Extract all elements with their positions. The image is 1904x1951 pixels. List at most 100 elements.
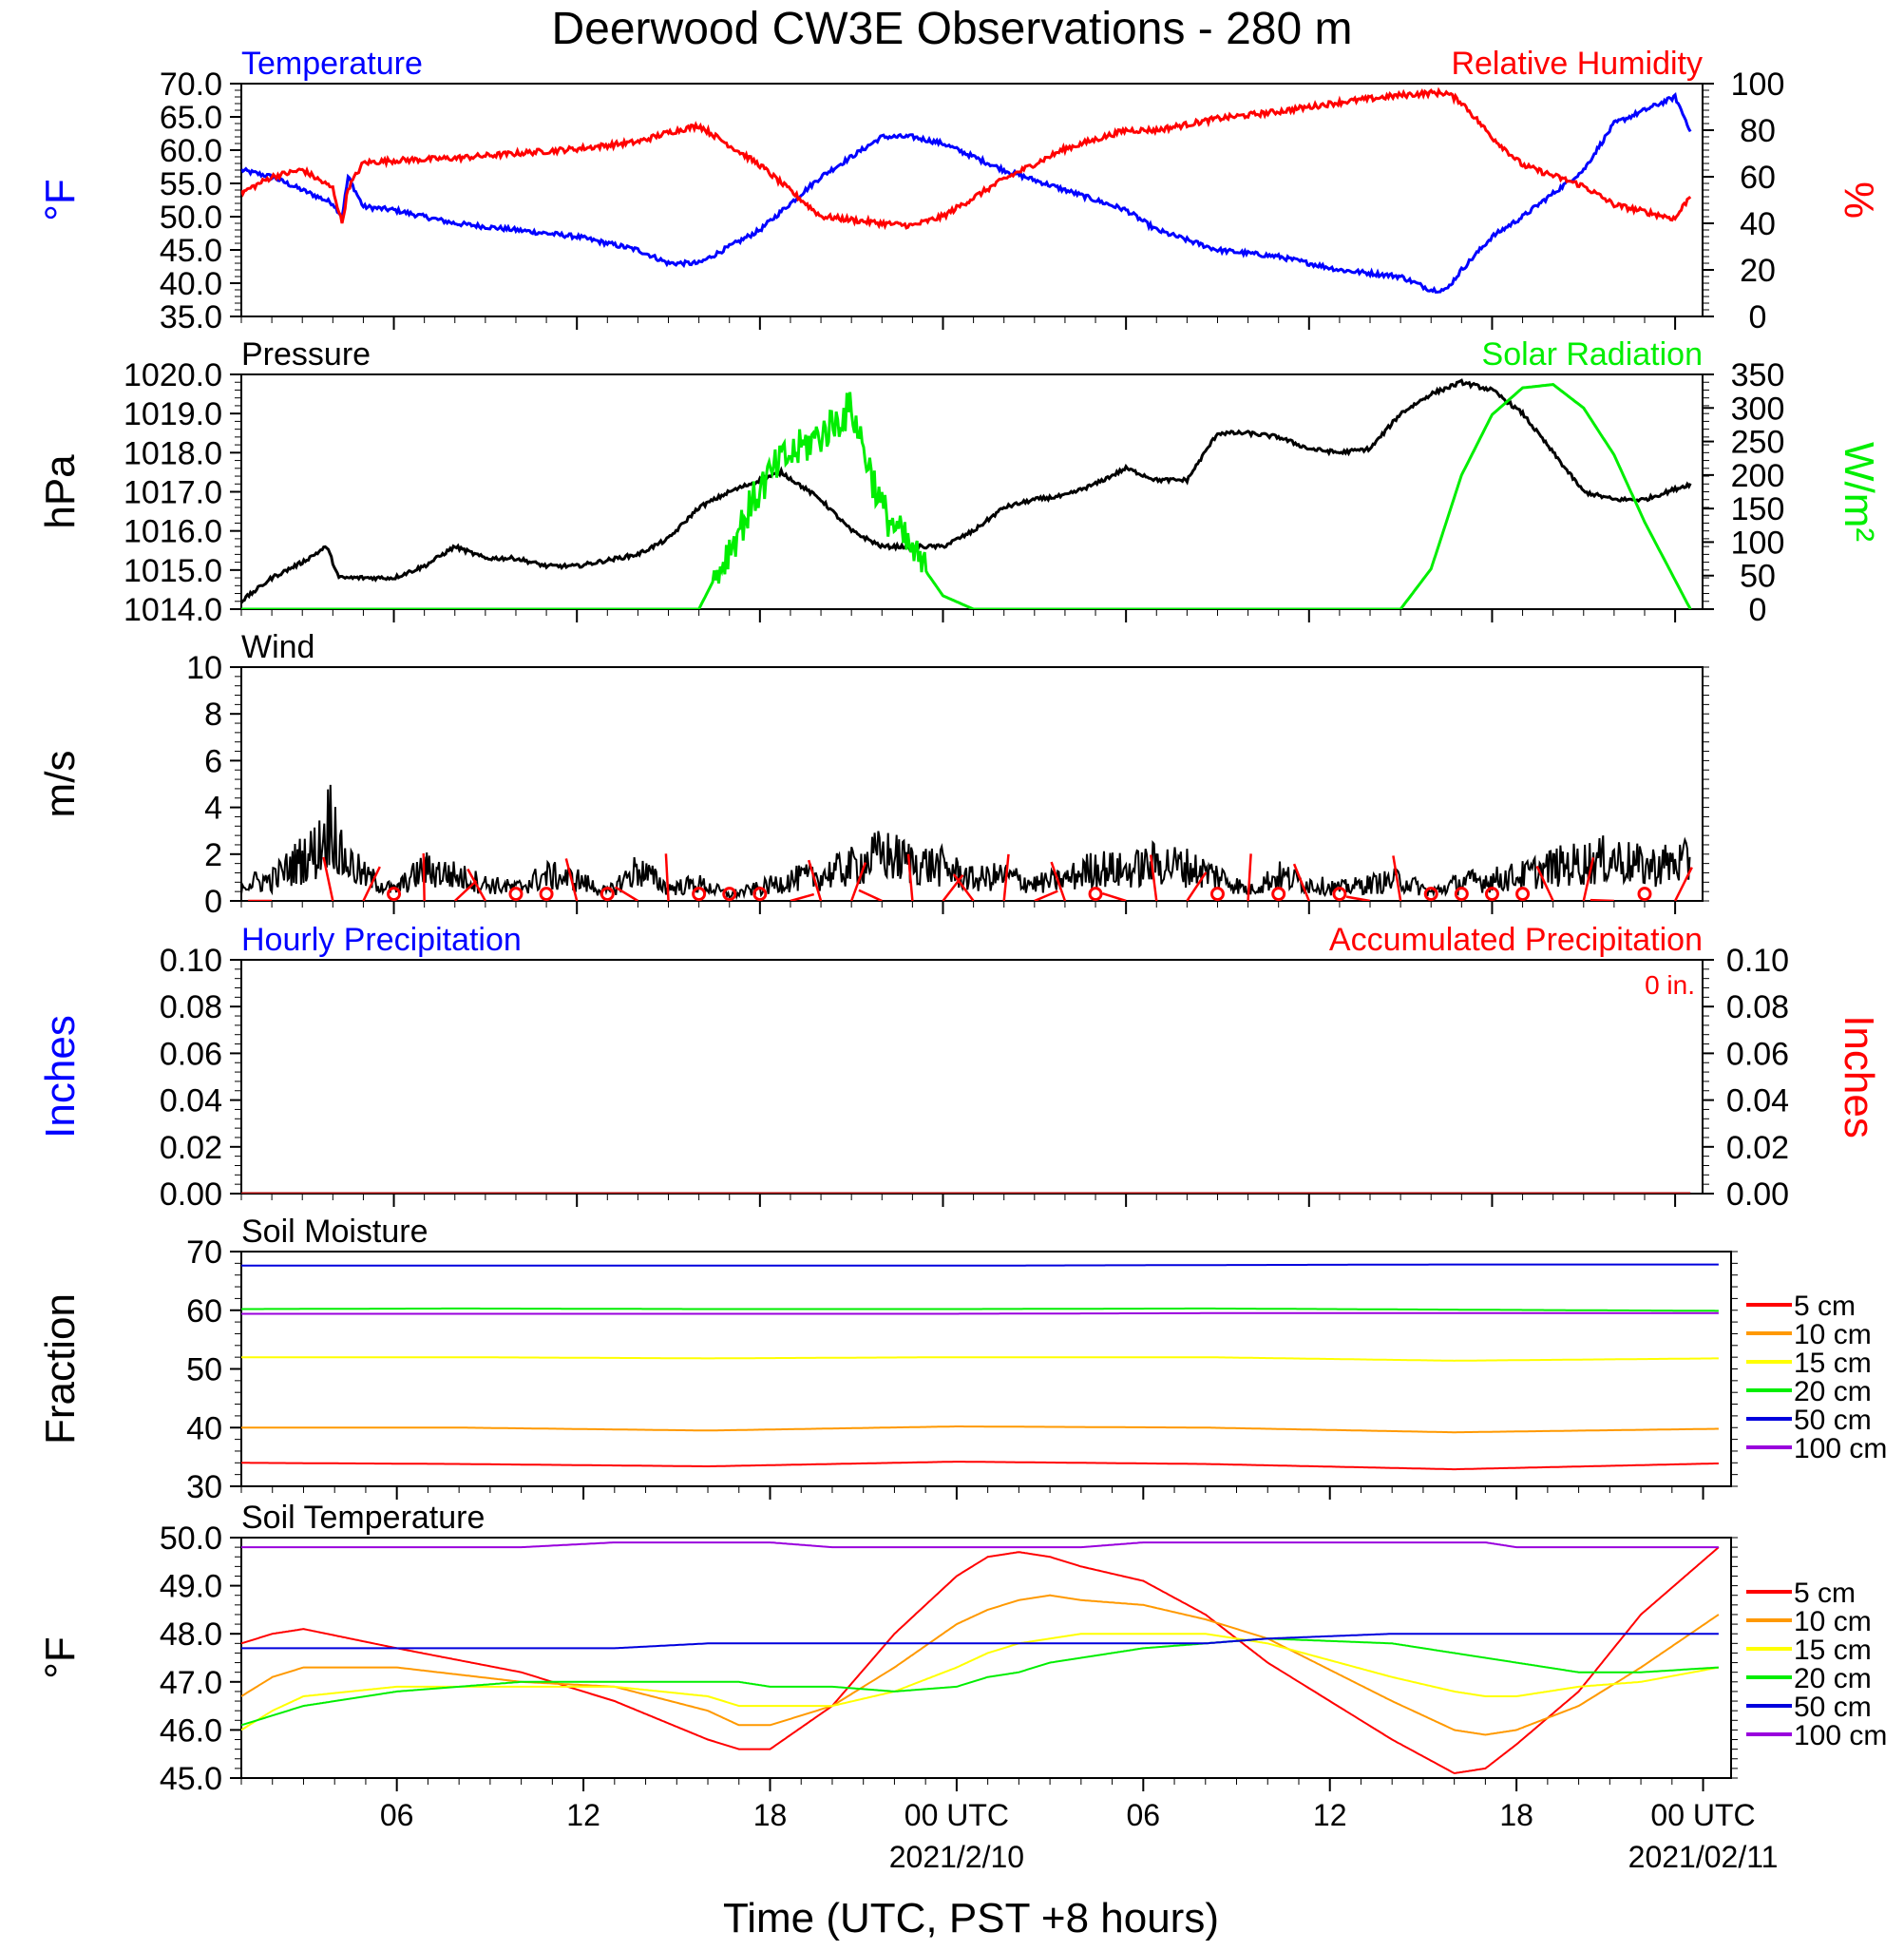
legend-label: 20 cm (1794, 1663, 1872, 1694)
calm-marker (752, 887, 768, 902)
y-tick-label: 0.02 (160, 1130, 222, 1166)
y-right-tick-label: 0 (1749, 592, 1767, 628)
y-right-tick-label: 20 (1740, 253, 1776, 289)
y-right-tick-label: 0 (1749, 299, 1767, 335)
y-tick-label: 48.0 (160, 1616, 222, 1653)
y-tick-label: 46.0 (160, 1712, 222, 1749)
y-tick-label: 0 (204, 884, 222, 920)
series-line-100-cm (241, 1311, 1719, 1315)
panel-title-left: Wind (241, 629, 314, 665)
series-line-10-cm (241, 1594, 1720, 1736)
y-tick-label: 47.0 (160, 1665, 222, 1701)
y-tick-label: 50.0 (160, 200, 222, 236)
series-layer (241, 784, 1693, 901)
y-tick-label: 60.0 (160, 133, 222, 169)
y-tick-label: 1015.0 (124, 553, 222, 589)
calm-marker (1484, 887, 1499, 902)
legend-label: 10 cm (1794, 1319, 1872, 1350)
wind-barb (1050, 861, 1067, 901)
y-right-tick-label: 0.02 (1726, 1130, 1789, 1166)
y-tick-label: 6 (204, 743, 222, 779)
series-line-wind-speed (241, 784, 1691, 901)
legend-label: 50 cm (1794, 1405, 1872, 1436)
y-tick-label: 35.0 (160, 299, 222, 335)
y-right-tick-label: 0.00 (1726, 1176, 1789, 1213)
calm-marker (1423, 887, 1438, 902)
x-tick-label: 06 (380, 1798, 414, 1832)
series-line-relative-humidity (241, 86, 1692, 231)
y-right-tick-label: 350 (1731, 357, 1785, 393)
y-tick-label: 55.0 (160, 166, 222, 202)
calm-marker (508, 887, 524, 902)
wind-barb (1002, 853, 1010, 901)
panel-title-left: Pressure (241, 336, 371, 373)
wind-barb (614, 886, 639, 901)
legend-label: 10 cm (1794, 1606, 1872, 1637)
chart-title: Deerwood CW3E Observations - 280 m (552, 4, 1353, 54)
y-right-tick-label: 0.06 (1726, 1036, 1789, 1072)
y-right-tick-label: 0.10 (1726, 943, 1789, 979)
y-tick-label: 50 (186, 1352, 222, 1388)
calm-marker (1088, 887, 1103, 902)
plot-frame (240, 666, 1704, 902)
y-tick-label: 1019.0 (124, 396, 222, 432)
panel-title-right: Relative Humidity (1451, 46, 1703, 82)
calm-marker (722, 887, 737, 902)
panel-soil_temp: 45.0 46.0 47.0 48.0 49.0 50.0 Soil Temperature… (37, 1500, 1887, 1797)
wind-barb (1149, 854, 1158, 901)
panel-precip: 0.00 0.02 0.04 0.06 0.08 0.10 0.00 0.02 0.04 0.06… (37, 922, 1882, 1213)
legend-label: 20 cm (1794, 1376, 1872, 1407)
panel-title-left: Hourly Precipitation (241, 922, 522, 958)
series-line-15-cm (241, 1633, 1720, 1731)
calm-marker (692, 887, 707, 902)
plot-frame (240, 373, 1704, 610)
y-axis-label-right: % (1836, 182, 1882, 219)
y-tick-label: 0.04 (160, 1083, 222, 1119)
x-tick-label: 18 (1499, 1798, 1533, 1832)
series-line-15-cm (241, 1356, 1719, 1362)
wind-barb (1186, 871, 1208, 901)
wind-barb (1247, 853, 1252, 901)
plot-frame (240, 1537, 1732, 1779)
y-tick-label: 40.0 (160, 266, 222, 302)
wind-barb (1582, 857, 1595, 901)
y-axis-label-left: m/s (37, 751, 84, 818)
panel-temp_rh: 35.040.045.050.055.060.065.070.0 0 20 40 60 8… (37, 46, 1882, 335)
calm-marker (1332, 887, 1347, 902)
y-right-tick-label: 40 (1740, 206, 1776, 242)
y-axis-label-left: °F (37, 179, 84, 220)
series-line-20-cm (241, 1637, 1719, 1727)
wind-barb (858, 889, 883, 901)
y-right-tick-label: 0.08 (1726, 989, 1789, 1025)
y-tick-label: 10 (186, 650, 222, 686)
plot-frame (240, 959, 1704, 1195)
panel-title-left: Soil Temperature (241, 1500, 485, 1536)
series-line-100-cm (241, 1541, 1719, 1549)
wind-barb (564, 858, 579, 901)
x-axis-label: Time (UTC, PST +8 hours) (723, 1895, 1219, 1941)
series-layer (241, 1541, 1720, 1774)
x-tick-label: 18 (753, 1798, 788, 1832)
wind-barb (664, 853, 670, 901)
y-tick-label: 4 (204, 791, 222, 827)
y-axis-label-left: Inches (37, 1015, 84, 1138)
series-layer (241, 86, 1692, 294)
wind-barb (362, 866, 381, 901)
y-tick-label: 0.08 (160, 989, 222, 1025)
legend-label: 5 cm (1794, 1578, 1856, 1609)
y-tick-label: 1014.0 (124, 592, 222, 628)
panel-wind: 0 2 4 6 8 10 Wind m/s (37, 629, 1709, 920)
x-axis-layer: 06 12 18 00 UTC 06 12 18 00 UTC 2021/2/10 2021/02… (380, 1798, 1779, 1874)
y-axis-label-left: °F (37, 1636, 84, 1678)
wind-barb (1102, 891, 1127, 901)
y-right-tick-label: 60 (1740, 160, 1776, 196)
y-tick-label: 49.0 (160, 1569, 222, 1605)
series-line-50-cm (241, 1633, 1719, 1650)
y-right-tick-label: 80 (1740, 113, 1776, 149)
y-axis-label-left: Fraction (37, 1293, 84, 1444)
series-line-pressure (241, 378, 1692, 604)
y-tick-label: 0.06 (160, 1036, 222, 1072)
